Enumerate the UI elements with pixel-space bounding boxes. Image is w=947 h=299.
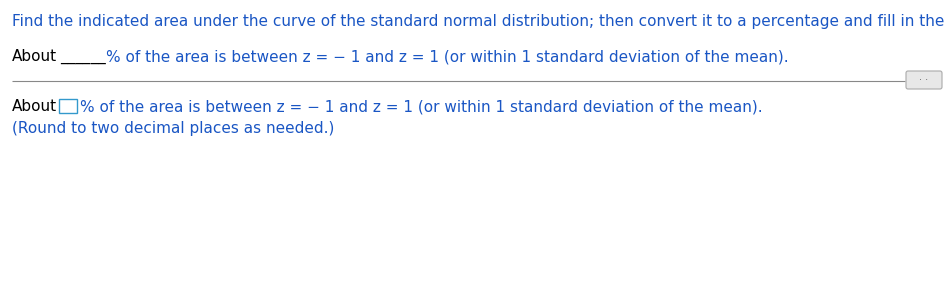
Text: % of the area is between z = − 1 and z = 1 (or within 1 standard deviation of th: % of the area is between z = − 1 and z =… xyxy=(106,49,789,64)
Text: % of the area is between z = − 1 and z = 1 (or within 1 standard deviation of th: % of the area is between z = − 1 and z =… xyxy=(80,99,762,114)
FancyBboxPatch shape xyxy=(59,98,77,112)
Text: (Round to two decimal places as needed.): (Round to two decimal places as needed.) xyxy=(12,121,334,136)
Text: ______: ______ xyxy=(60,49,106,64)
FancyBboxPatch shape xyxy=(906,71,942,89)
Text: About: About xyxy=(12,49,57,64)
Text: About: About xyxy=(12,99,57,114)
Text: Find the indicated area under the curve of the standard normal distribution; the: Find the indicated area under the curve … xyxy=(12,14,947,29)
Text: · ·: · · xyxy=(920,75,929,85)
